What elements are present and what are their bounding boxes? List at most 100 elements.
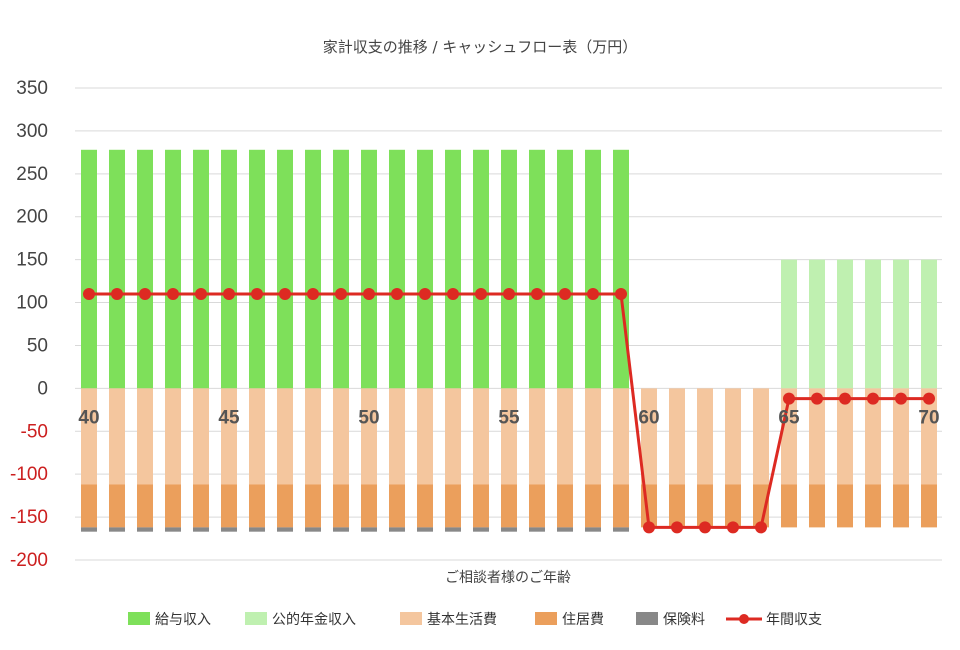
line-point [671, 521, 683, 534]
line-point [195, 287, 207, 300]
y-tick-label: -200 [10, 550, 48, 571]
legend-item: 住居費 [535, 612, 604, 628]
bar-給与収入 [221, 149, 237, 389]
line-point [475, 287, 487, 300]
line-point [335, 287, 347, 300]
bar-基本生活費 [333, 388, 349, 485]
x-tick-label: 40 [78, 407, 99, 428]
bar-基本生活費 [445, 388, 461, 485]
bar-保険料 [501, 527, 517, 532]
line-point [307, 287, 319, 300]
bar-住居費 [865, 484, 881, 528]
bar-基本生活費 [81, 388, 97, 485]
bar-保険料 [109, 527, 125, 532]
bar-給与収入 [389, 149, 405, 389]
bar-基本生活費 [753, 388, 769, 485]
y-tick-label: 50 [27, 335, 48, 356]
bar-給与収入 [193, 149, 209, 389]
y-tick-label: 0 [37, 378, 48, 399]
bar-住居費 [921, 484, 937, 528]
bar-保険料 [529, 527, 545, 532]
bar-住居費 [753, 484, 769, 528]
bar-基本生活費 [165, 388, 181, 485]
line-point [755, 521, 767, 534]
bar-基本生活費 [725, 388, 741, 485]
bar-基本生活費 [277, 388, 293, 485]
bar-住居費 [81, 484, 97, 528]
legend-label: 基本生活費 [427, 611, 497, 628]
legend-swatch [128, 612, 150, 625]
bar-保険料 [557, 527, 573, 532]
bar-公的年金収入 [809, 259, 825, 389]
legend-swatch [245, 612, 267, 625]
line-point [447, 287, 459, 300]
bar-給与収入 [165, 149, 181, 389]
bar-住居費 [781, 484, 797, 528]
bar-基本生活費 [417, 388, 433, 485]
bar-基本生活費 [361, 388, 377, 485]
bar-保険料 [81, 527, 97, 532]
x-axis-label: ご相談者様のご年齢 [445, 570, 571, 586]
bar-住居費 [137, 484, 153, 528]
y-tick-label: 200 [16, 207, 48, 228]
bar-給与収入 [417, 149, 433, 389]
line-point [867, 392, 879, 405]
bar-基本生活費 [669, 388, 685, 485]
bar-住居費 [725, 484, 741, 528]
legend-item: 給与収入 [128, 612, 211, 628]
chart-title: 家計収支の推移 / キャッシュフロー表（万円） [323, 38, 638, 56]
y-tick-label: 350 [16, 78, 48, 99]
bars [81, 149, 937, 532]
bar-住居費 [109, 484, 125, 528]
bar-基本生活費 [809, 388, 825, 485]
line-point [251, 287, 263, 300]
line-point [139, 287, 151, 300]
bar-基本生活費 [641, 388, 657, 485]
bar-住居費 [809, 484, 825, 528]
x-tick-label: 55 [498, 407, 520, 428]
bar-保険料 [193, 527, 209, 532]
y-tick-label: -50 [21, 421, 48, 442]
bar-基本生活費 [557, 388, 573, 485]
bar-給与収入 [277, 149, 293, 389]
bar-住居費 [697, 484, 713, 528]
bar-住居費 [305, 484, 321, 528]
x-tick-label: 50 [358, 407, 379, 428]
bar-基本生活費 [305, 388, 321, 485]
line-point [391, 287, 403, 300]
x-tick-label: 65 [778, 407, 800, 428]
bar-住居費 [221, 484, 237, 528]
bar-住居費 [585, 484, 601, 528]
y-tick-label: -100 [10, 464, 48, 485]
bar-住居費 [613, 484, 629, 528]
bar-住居費 [165, 484, 181, 528]
legend-label: 保険料 [663, 612, 705, 628]
bar-基本生活費 [837, 388, 853, 485]
legend-item: 公的年金収入 [245, 612, 356, 628]
line-point [643, 521, 655, 534]
bar-基本生活費 [109, 388, 125, 485]
line-point [783, 392, 795, 405]
bar-基本生活費 [501, 388, 517, 485]
y-tick-label: 300 [16, 121, 48, 142]
line-point [699, 521, 711, 534]
bar-給与収入 [305, 149, 321, 389]
legend-swatch [535, 612, 557, 625]
line-point [223, 287, 235, 300]
bar-基本生活費 [893, 388, 909, 485]
bar-保険料 [417, 527, 433, 532]
bar-住居費 [417, 484, 433, 528]
bar-公的年金収入 [781, 259, 797, 389]
legend-swatch [400, 612, 422, 625]
bar-住居費 [501, 484, 517, 528]
bar-基本生活費 [529, 388, 545, 485]
bar-基本生活費 [613, 388, 629, 485]
bar-保険料 [137, 527, 153, 532]
x-tick-label: 70 [918, 407, 939, 428]
legend-item: 年間収支 [726, 612, 822, 628]
bar-基本生活費 [697, 388, 713, 485]
bar-給与収入 [557, 149, 573, 389]
y-axis-ticks: 350 300 250 200 150 100 50 0 -50 -100 -150 -200 [10, 78, 48, 571]
bar-給与収入 [333, 149, 349, 389]
legend-label: 給与収入 [155, 612, 211, 628]
